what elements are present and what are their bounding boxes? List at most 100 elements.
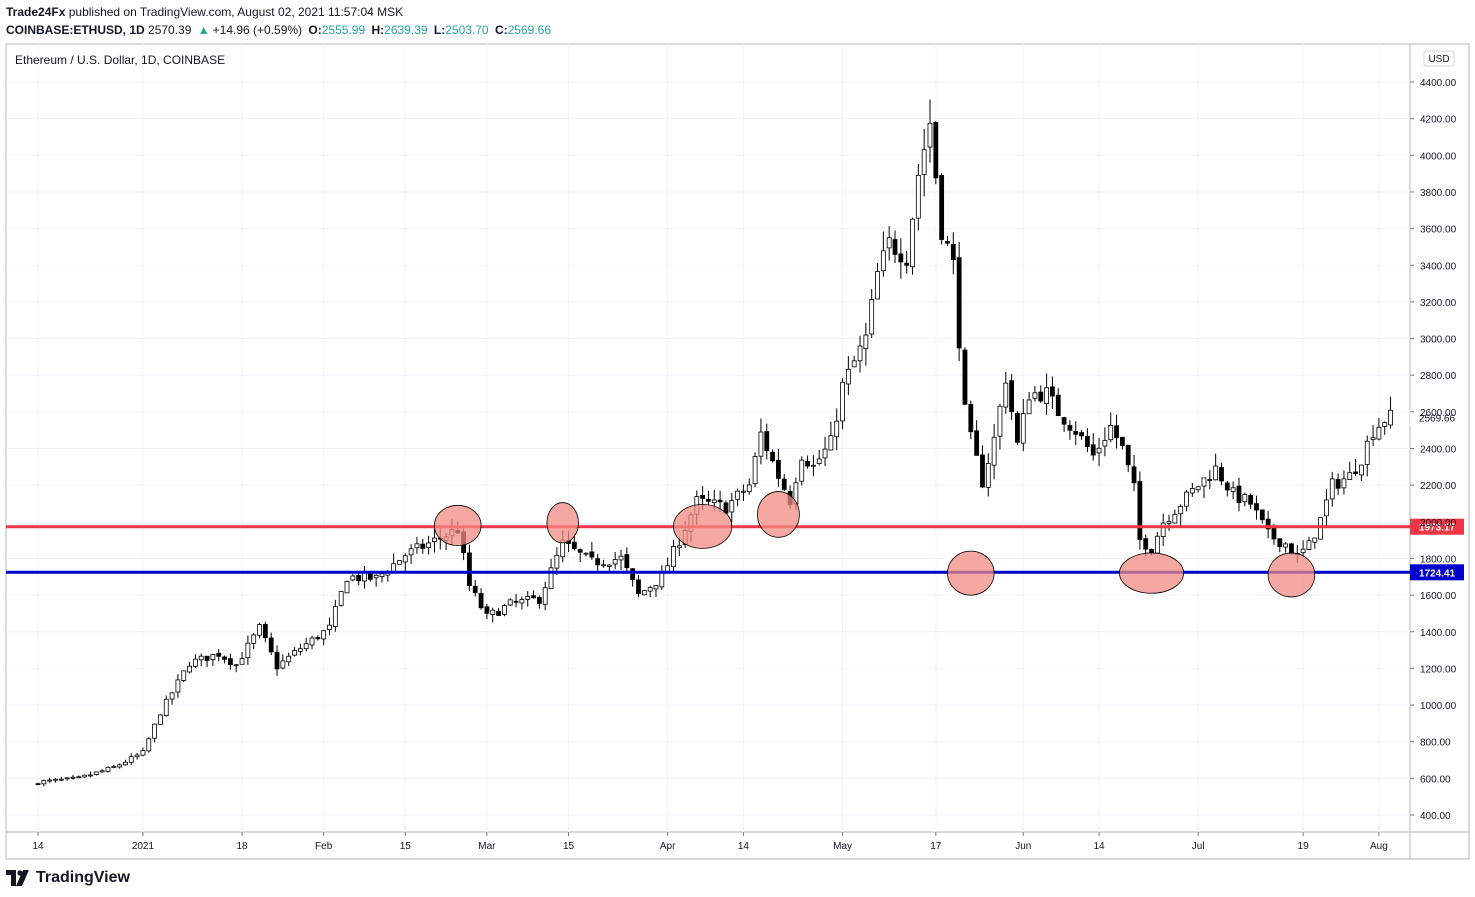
candle[interactable] [88, 771, 93, 778]
candle[interactable] [962, 347, 968, 405]
candle[interactable] [601, 559, 606, 568]
candle[interactable] [717, 490, 723, 512]
candle[interactable] [1085, 428, 1090, 453]
candle[interactable] [280, 654, 286, 670]
candle[interactable] [577, 548, 583, 563]
candle[interactable] [880, 231, 886, 277]
candle[interactable] [169, 692, 175, 705]
candle[interactable] [1166, 514, 1172, 531]
candle[interactable] [1236, 477, 1242, 512]
candle[interactable] [886, 226, 892, 261]
candle[interactable] [1254, 495, 1259, 520]
candle[interactable] [531, 590, 536, 599]
candle[interactable] [945, 235, 950, 247]
candle[interactable] [402, 553, 408, 572]
candle[interactable] [548, 558, 554, 590]
candle[interactable] [1044, 373, 1049, 415]
candle[interactable] [1283, 542, 1289, 553]
candle[interactable] [1108, 412, 1114, 443]
candle[interactable] [1359, 464, 1364, 481]
candle[interactable] [268, 632, 274, 655]
candle[interactable] [286, 652, 292, 666]
candle[interactable] [816, 449, 822, 466]
candle[interactable] [980, 445, 985, 489]
candle[interactable] [1067, 420, 1073, 440]
candle[interactable] [1172, 509, 1178, 524]
candle[interactable] [1324, 489, 1329, 526]
candle[interactable] [309, 635, 315, 650]
candle[interactable] [478, 588, 484, 610]
candle[interactable] [1353, 458, 1358, 477]
candle[interactable] [262, 621, 268, 643]
candle[interactable] [158, 714, 163, 725]
candle[interactable] [1306, 536, 1312, 550]
candle[interactable] [1213, 453, 1219, 481]
candle[interactable] [950, 232, 956, 275]
candle[interactable] [1055, 388, 1061, 416]
candle[interactable] [1219, 462, 1224, 486]
candle[interactable] [1096, 437, 1102, 466]
candle[interactable] [338, 591, 344, 607]
candle[interactable] [193, 654, 198, 668]
candle[interactable] [245, 635, 251, 665]
candle[interactable] [93, 771, 99, 776]
candle[interactable] [974, 420, 980, 456]
candle[interactable] [204, 655, 210, 668]
candle[interactable] [676, 537, 682, 557]
candle[interactable] [420, 538, 426, 554]
candle[interactable] [927, 99, 933, 163]
author-name[interactable]: Trade24Fx [6, 5, 66, 19]
candle[interactable] [187, 661, 192, 674]
candle[interactable] [1154, 531, 1160, 554]
candle[interactable] [490, 607, 496, 623]
candle[interactable] [1277, 538, 1283, 553]
candle[interactable] [1341, 470, 1347, 495]
candle[interactable] [513, 593, 519, 608]
candle[interactable] [1300, 540, 1306, 557]
candle[interactable] [1265, 510, 1271, 539]
candle[interactable] [332, 599, 338, 632]
candle[interactable] [641, 589, 647, 596]
candle[interactable] [1195, 486, 1201, 493]
candle[interactable] [1370, 425, 1376, 446]
candle[interactable] [117, 763, 123, 769]
candle[interactable] [64, 777, 70, 781]
candle[interactable] [997, 403, 1003, 450]
candle[interactable] [146, 737, 152, 753]
candle[interactable] [968, 400, 974, 440]
candle[interactable] [612, 552, 618, 570]
candle[interactable] [1376, 417, 1382, 441]
candle[interactable] [647, 585, 653, 598]
candle[interactable] [327, 617, 332, 636]
candle[interactable] [47, 777, 53, 783]
candle[interactable] [1312, 537, 1318, 549]
candle[interactable] [1207, 470, 1213, 490]
candle[interactable] [53, 777, 58, 783]
candle[interactable] [542, 581, 548, 611]
candle[interactable] [1038, 385, 1044, 404]
candle[interactable] [706, 490, 711, 506]
candle[interactable] [1032, 386, 1038, 402]
candle[interactable] [595, 553, 601, 571]
candle[interactable] [653, 584, 659, 598]
candle[interactable] [1090, 433, 1096, 461]
candle[interactable] [1259, 509, 1265, 524]
candle[interactable] [554, 547, 560, 576]
candle[interactable] [1289, 542, 1294, 555]
candle[interactable] [536, 595, 542, 609]
candle[interactable] [851, 355, 857, 368]
candle[interactable] [163, 695, 169, 717]
candle[interactable] [58, 776, 64, 782]
candle[interactable] [1189, 483, 1195, 497]
candle[interactable] [356, 573, 362, 586]
candle[interactable] [985, 453, 991, 497]
candle[interactable] [70, 775, 76, 780]
candle[interactable] [222, 655, 227, 664]
candle[interactable] [216, 649, 222, 662]
candle[interactable] [496, 607, 501, 616]
candle[interactable] [898, 238, 904, 279]
candle[interactable] [1114, 414, 1119, 449]
candle[interactable] [1125, 444, 1131, 473]
candle[interactable] [741, 484, 746, 502]
